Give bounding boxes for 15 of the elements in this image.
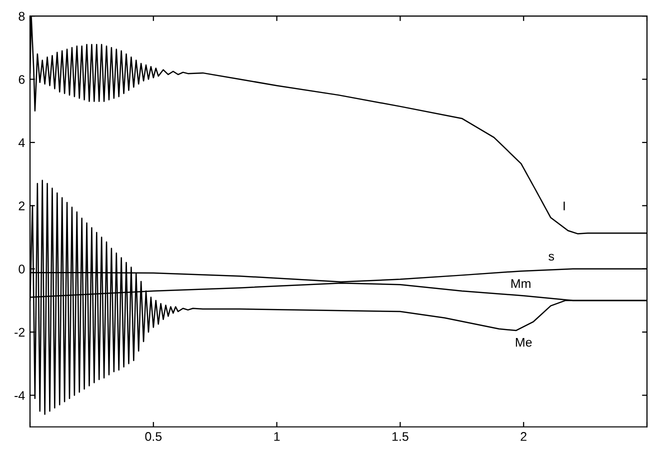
y-tick-label: -2: [14, 328, 25, 337]
y-tick-label: 8: [18, 12, 25, 21]
x-tick-label: 1: [274, 432, 280, 441]
series-label: s: [548, 254, 554, 261]
x-tick-label: 0.5: [145, 432, 162, 441]
x-tick-label: 2: [520, 432, 526, 441]
x-tick-label: 1.5: [392, 432, 408, 441]
y-tick-label: -4: [14, 391, 25, 400]
y-tick-label: 2: [18, 201, 25, 210]
series-label: I: [564, 202, 565, 210]
series-label: Me: [516, 338, 532, 347]
y-tick-label: 0: [18, 264, 25, 274]
y-tick-label: 4: [18, 138, 25, 147]
y-tick-label: 6: [18, 75, 25, 84]
series-label: Mm: [511, 279, 530, 288]
